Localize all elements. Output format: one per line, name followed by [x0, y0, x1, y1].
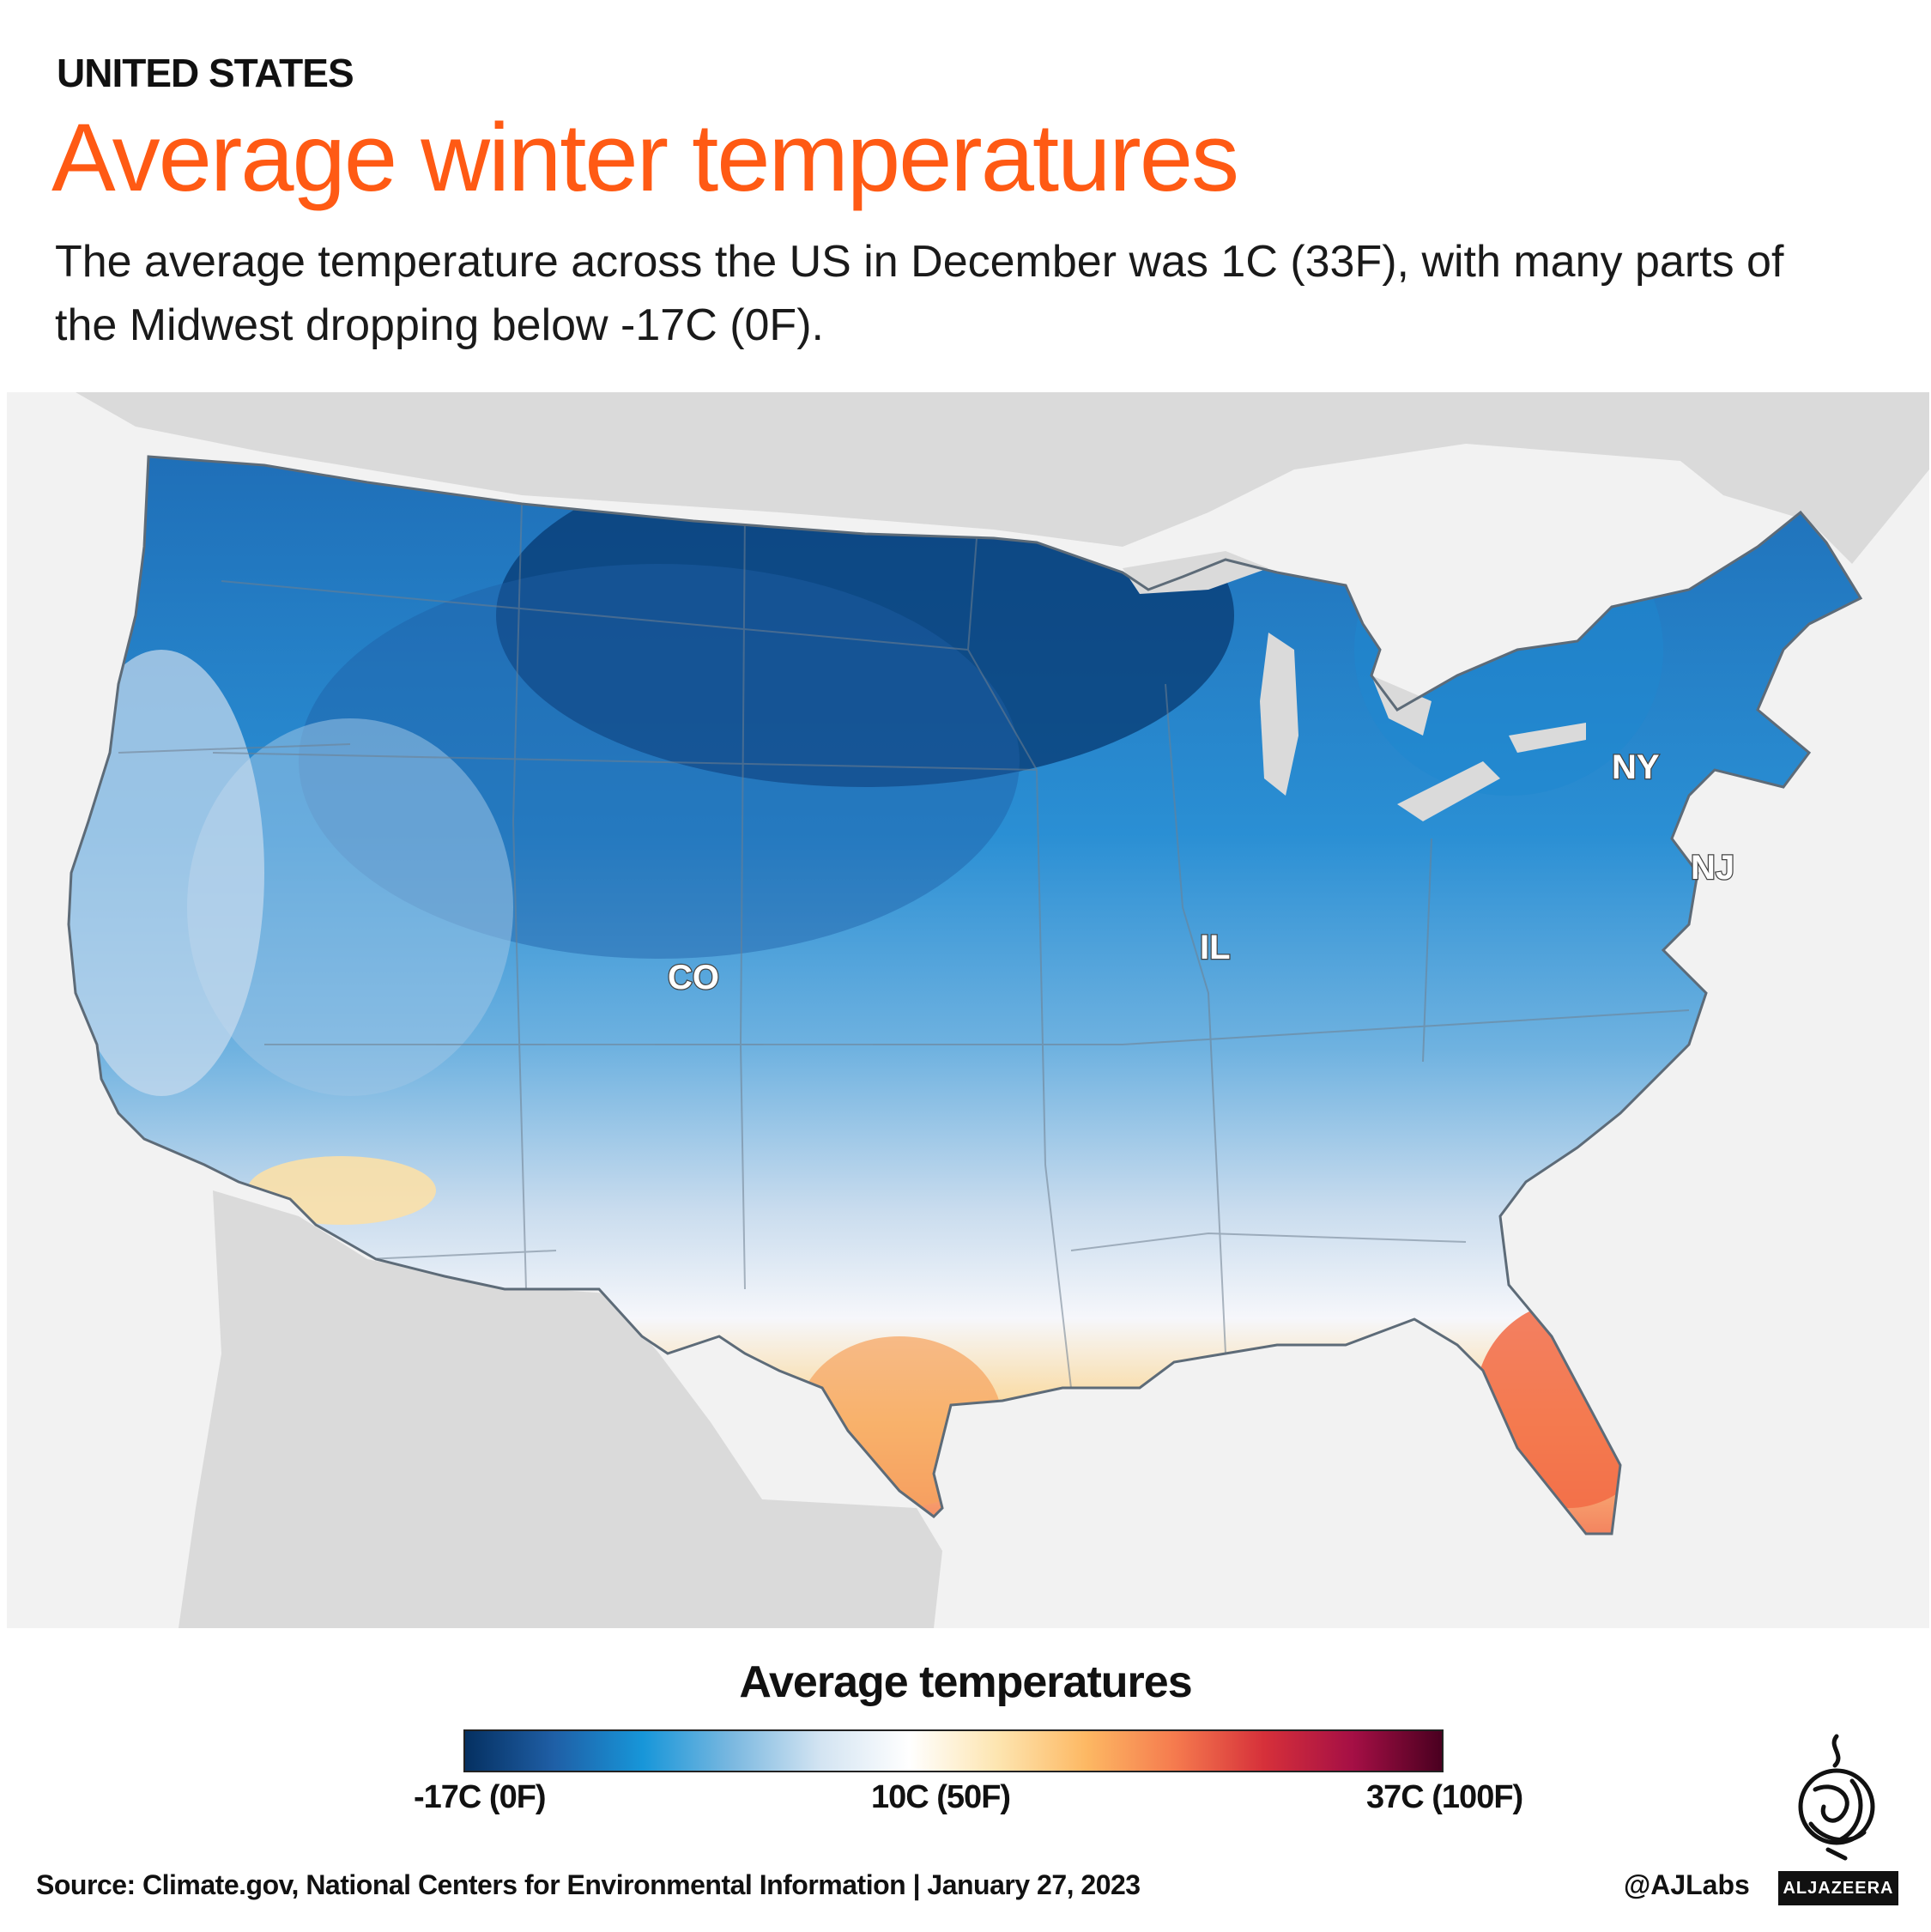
social-handle: @AJLabs [1624, 1869, 1750, 1900]
florida-warm-region [1474, 1302, 1663, 1508]
brand-wordmark: ALJAZEERA [1778, 1871, 1898, 1905]
state-label-co: CO [668, 959, 719, 996]
source-note: Source: Climate.gov, National Centers fo… [36, 1869, 1141, 1900]
map-panel: CO IL NY NJ [7, 392, 1929, 1628]
us-temperature-map: CO IL NY NJ [67, 392, 1929, 1628]
south-texas-warm-region [796, 1336, 1002, 1508]
canada-land [76, 392, 1929, 564]
legend-color-scale [463, 1729, 1444, 1772]
legend-min-label: -17C (0F) [414, 1779, 547, 1815]
west-coast-region [69, 650, 264, 1096]
kicker: UNITED STATES [57, 51, 354, 95]
aljazeera-logo-icon [1798, 1734, 1875, 1861]
lake-ontario [1509, 723, 1586, 753]
lake-huron [1371, 675, 1432, 736]
state-label-ny: NY [1612, 748, 1660, 786]
state-label-il: IL [1200, 929, 1231, 966]
lake-michigan [1260, 633, 1298, 796]
page-title: Average winter temperatures [51, 104, 1239, 211]
lake-erie [1397, 761, 1500, 821]
legend-title: Average temperatures [739, 1657, 1192, 1707]
great-basin-region [187, 718, 513, 1096]
legend-max-label: 37C (100F) [1366, 1779, 1523, 1815]
page-subtitle: The average temperature across the US in… [55, 237, 1784, 350]
state-borders [118, 503, 1690, 1389]
mexico-land [179, 1190, 942, 1628]
state-label-nj: NJ [1691, 849, 1734, 887]
legend-mid-label: 10C (50F) [871, 1779, 1011, 1815]
